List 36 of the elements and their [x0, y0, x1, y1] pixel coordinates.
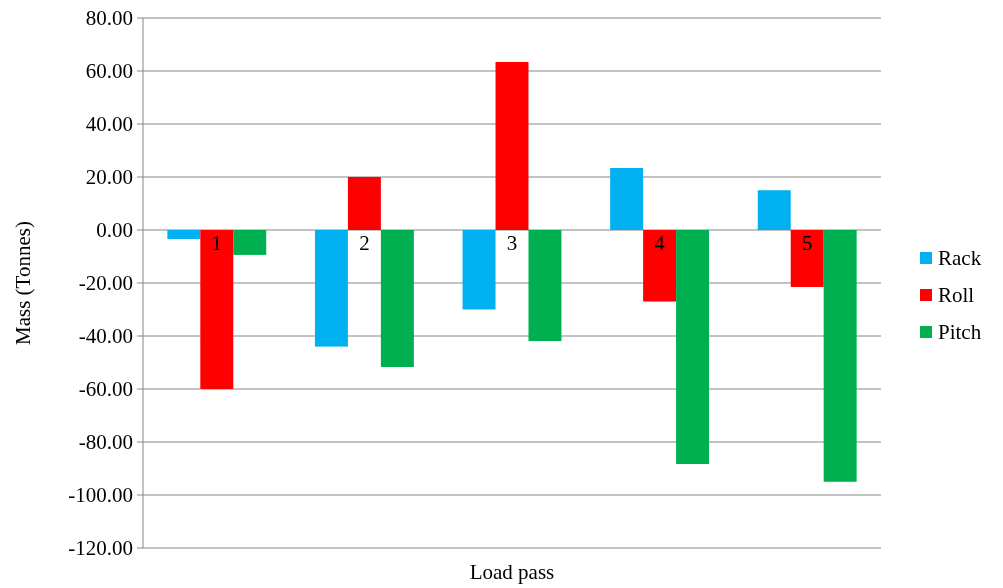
- y-tick-label: 0.00: [96, 218, 133, 243]
- legend-label: Roll: [938, 283, 975, 308]
- legend-label: Pitch: [938, 320, 982, 345]
- x-tick-label: 4: [654, 231, 666, 255]
- bar: [610, 167, 644, 230]
- y-tick-label: -20.00: [78, 271, 133, 296]
- y-tick-label: 60.00: [85, 59, 133, 84]
- bar: [823, 230, 857, 482]
- x-axis-title: Load pass: [469, 560, 555, 584]
- y-tick-label: -120.00: [68, 536, 133, 561]
- x-tick-label: 2: [359, 231, 370, 255]
- bar: [167, 230, 201, 240]
- y-tick-label: -60.00: [78, 377, 133, 402]
- bar: [676, 230, 710, 464]
- legend-label: Rack: [938, 246, 982, 271]
- bar: [200, 230, 234, 389]
- bar: [233, 230, 267, 255]
- bar: [347, 177, 381, 230]
- y-tick-label: -40.00: [78, 324, 133, 349]
- y-tick-label: 40.00: [85, 112, 133, 137]
- y-tick-label: 20.00: [85, 165, 133, 190]
- y-tick-label: 80.00: [85, 6, 133, 31]
- bar: [790, 230, 824, 287]
- bar: [462, 230, 496, 310]
- x-tick-label: 3: [506, 231, 518, 255]
- bar: [643, 230, 677, 302]
- bar: [380, 230, 414, 368]
- y-tick-label: -80.00: [78, 430, 133, 455]
- bar: [757, 190, 791, 230]
- x-tick-label: 5: [801, 231, 813, 255]
- bar: [314, 230, 348, 347]
- y-axis-title: Mass (Tonnes): [11, 221, 35, 345]
- y-tick-label: -100.00: [68, 483, 133, 508]
- bar: [528, 230, 562, 342]
- x-tick-label: 1: [211, 231, 223, 255]
- bar: [495, 61, 529, 230]
